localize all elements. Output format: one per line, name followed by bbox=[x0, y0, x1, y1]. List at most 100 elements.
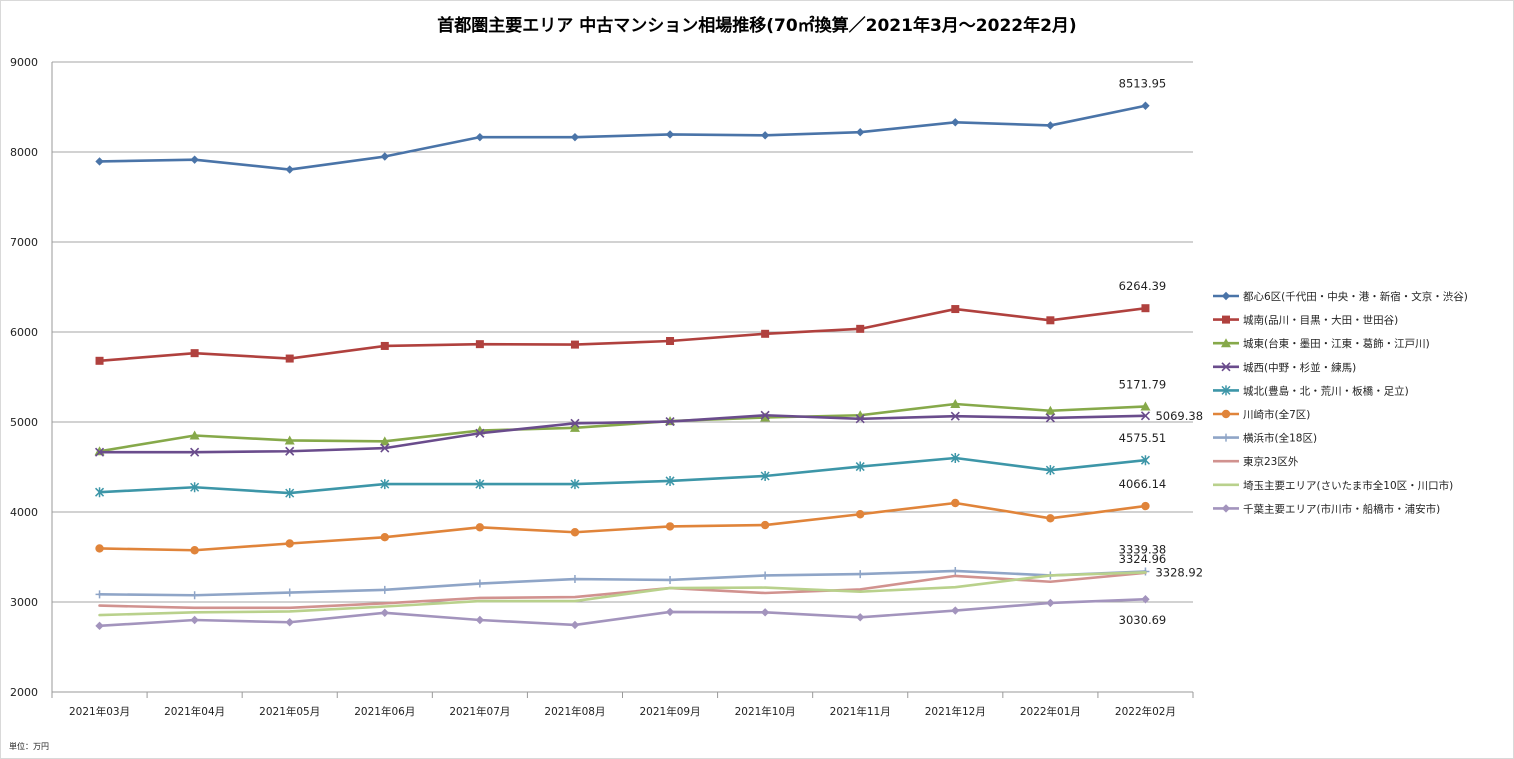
data-point-s7 bbox=[380, 585, 389, 594]
data-point-s3 bbox=[379, 436, 390, 446]
data-point-s2 bbox=[951, 305, 960, 314]
data-point-s6 bbox=[665, 522, 675, 531]
data-point-s3 bbox=[950, 399, 961, 408]
data-point-s10 bbox=[475, 615, 485, 625]
data-point-s2 bbox=[856, 324, 865, 333]
data-label: 5069.38 bbox=[1155, 409, 1203, 423]
x-tick-label: 2021年12月 bbox=[925, 705, 986, 718]
data-point-s2 bbox=[475, 340, 484, 349]
data-point-s7 bbox=[951, 566, 960, 575]
data-point-s5 bbox=[285, 488, 295, 499]
data-point-s7 bbox=[570, 575, 579, 584]
data-point-s10 bbox=[856, 613, 865, 622]
data-point-s4 bbox=[285, 446, 295, 456]
y-tick-label: 7000 bbox=[10, 236, 38, 249]
x-tick-label: 2021年10月 bbox=[735, 705, 796, 718]
legend-swatch-marker bbox=[1221, 409, 1231, 419]
data-point-s3 bbox=[284, 435, 295, 445]
legend-entry: 埼玉主要エリア(さいたま市全10区・川口市) bbox=[1243, 479, 1453, 492]
legend-entry: 城南(品川・目黒・大田・世田谷) bbox=[1243, 314, 1398, 327]
data-point-s7 bbox=[95, 590, 104, 599]
data-point-s7 bbox=[666, 575, 675, 584]
data-point-s2 bbox=[666, 337, 675, 345]
series-line-5 bbox=[98, 456, 1147, 495]
y-tick-label: 2000 bbox=[10, 686, 38, 699]
data-label: 4575.51 bbox=[1119, 431, 1167, 445]
data-point-s6 bbox=[190, 546, 199, 555]
data-point-s6 bbox=[1046, 514, 1055, 523]
data-point-s6 bbox=[760, 520, 770, 530]
data-point-s7 bbox=[475, 579, 484, 588]
data-label: 3324.96 bbox=[1119, 552, 1167, 566]
data-point-s10 bbox=[285, 618, 294, 627]
data-point-s7 bbox=[856, 570, 865, 579]
data-label: 3339.38 bbox=[1119, 542, 1167, 556]
legend-swatch-marker bbox=[1221, 385, 1231, 396]
data-point-s10 bbox=[1141, 595, 1150, 604]
data-point-s3 bbox=[760, 412, 771, 422]
data-point-s1 bbox=[665, 130, 675, 139]
data-point-s10 bbox=[380, 608, 389, 617]
data-point-s6 bbox=[475, 523, 485, 532]
x-tick-label: 2021年07月 bbox=[449, 705, 510, 718]
y-tick-label: 8000 bbox=[10, 146, 38, 159]
data-point-s1 bbox=[856, 128, 865, 137]
data-point-s5 bbox=[95, 487, 105, 498]
data-point-s4 bbox=[570, 418, 580, 428]
legend-entry: 城東(台東・墨田・江東・葛飾・江戸川) bbox=[1243, 337, 1430, 350]
y-tick-label: 4000 bbox=[10, 506, 38, 519]
y-tick-label: 5000 bbox=[10, 416, 38, 429]
data-point-s5 bbox=[380, 479, 390, 490]
data-point-s5 bbox=[1045, 465, 1055, 476]
series-line-10 bbox=[98, 597, 1147, 628]
x-tick-label: 2021年05月 bbox=[259, 705, 320, 718]
data-point-s6 bbox=[285, 539, 294, 548]
data-label: 3328.92 bbox=[1155, 565, 1203, 579]
data-point-s1 bbox=[475, 132, 485, 142]
data-label: 4066.14 bbox=[1119, 477, 1167, 491]
data-point-s2 bbox=[761, 329, 770, 338]
data-point-s1 bbox=[570, 132, 580, 142]
data-point-s5 bbox=[190, 482, 200, 493]
series-line-1 bbox=[98, 104, 1147, 171]
data-point-s4 bbox=[950, 411, 960, 421]
x-tick-label: 2021年06月 bbox=[354, 705, 415, 718]
data-point-s4 bbox=[94, 447, 105, 457]
legend-swatch-marker bbox=[1221, 291, 1231, 301]
data-point-s7 bbox=[190, 591, 199, 600]
legend-swatch-marker bbox=[1221, 362, 1231, 372]
data-point-s1 bbox=[951, 118, 960, 127]
data-point-s6 bbox=[570, 528, 580, 537]
legend-entry: 横浜市(全18区) bbox=[1243, 432, 1317, 445]
data-point-s5 bbox=[760, 471, 770, 481]
legend-entry: 千葉主要エリア(市川市・船橋市・浦安市) bbox=[1243, 502, 1440, 515]
data-point-s6 bbox=[856, 510, 865, 519]
data-point-s6 bbox=[95, 544, 104, 553]
legend-entry: 東京23区外 bbox=[1243, 455, 1299, 468]
data-label: 8513.95 bbox=[1119, 77, 1167, 91]
data-point-s1 bbox=[380, 152, 389, 161]
x-tick-label: 2021年08月 bbox=[544, 705, 605, 718]
data-label: 3030.69 bbox=[1119, 613, 1167, 627]
legend-entry: 都心6区(千代田・中央・港・新宿・文京・渋谷) bbox=[1243, 290, 1468, 303]
data-point-s5 bbox=[855, 461, 865, 472]
data-point-s5 bbox=[665, 475, 675, 486]
y-tick-label: 9000 bbox=[10, 56, 38, 69]
series-line-7 bbox=[98, 569, 1147, 597]
data-point-s4 bbox=[855, 414, 865, 424]
data-point-s4 bbox=[1140, 411, 1151, 421]
data-point-s2 bbox=[95, 356, 104, 365]
data-point-s2 bbox=[190, 349, 199, 358]
data-point-s5 bbox=[1140, 455, 1150, 466]
data-point-s2 bbox=[1141, 304, 1150, 313]
data-point-s2 bbox=[380, 341, 389, 350]
data-point-s1 bbox=[190, 155, 199, 164]
legend-entry: 城西(中野・杉並・練馬) bbox=[1243, 361, 1356, 374]
data-point-s5 bbox=[475, 479, 485, 490]
data-point-s4 bbox=[760, 410, 770, 420]
data-point-s4 bbox=[475, 428, 485, 438]
x-tick-label: 2022年02月 bbox=[1115, 705, 1176, 718]
data-point-s3 bbox=[1045, 405, 1056, 415]
data-point-s6 bbox=[380, 533, 389, 542]
data-point-s10 bbox=[95, 621, 104, 631]
